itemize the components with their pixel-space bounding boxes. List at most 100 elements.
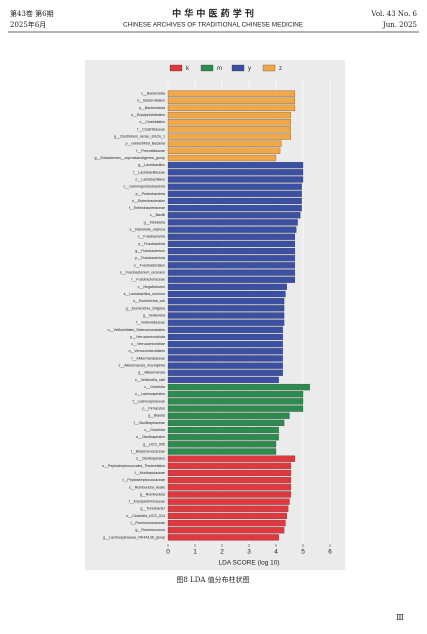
y-tick-label: p__Proteobacteria [136,192,165,196]
bar [167,111,291,119]
y-tick-label: g__Veillonella [143,313,165,317]
bar [167,140,282,147]
y-tick-label: o__Enterobacterales [132,199,165,203]
y-tick-label: f__Ruminococcaceae [130,521,165,525]
bar [167,405,304,412]
y-tick-label: f__Lachnospiraceae [133,399,165,403]
bar [167,119,291,126]
bar [167,269,296,276]
journal-en: CHINESE ARCHIVES OF TRADITIONAL CHINESE … [123,22,303,29]
volume-en: Vol. 43 No. 6 [370,10,417,18]
y-tick-label: f__Clostridiaceae [137,127,165,131]
y-tick-label: g__Clostridium_sensu_stricto_1 [114,134,165,138]
bar [167,190,302,197]
y-tick-label: g__Escherichia_Shigella [126,306,165,310]
y-tick-label: f__Oscillospiraceae [134,421,165,425]
y-tick-label: o__Erysipelotrichales [131,113,165,117]
date-en: Jun. 2025 [382,21,417,29]
bar [167,426,279,434]
y-tick-label: p__Fusobacteria [138,242,165,246]
legend-swatch [200,64,214,72]
y-tick-label: c__Verrucomicrobiae [131,342,165,346]
y-tick-label: c__Fusobacteriia [138,235,165,239]
y-tick-label: p__Fusobacteriota [135,256,165,260]
journal-cn: 中 华 中 医 药 学 刊 [172,8,254,20]
bar [167,534,279,541]
bar [167,419,285,427]
volume-cn: 第43卷 第6期 [10,9,54,18]
bar [167,391,304,398]
bar [167,276,296,283]
bar [167,434,279,441]
bar [167,348,283,355]
y-tick-label: o__Lachnospirales [135,392,165,396]
bar [167,355,283,362]
y-tick-label: o__Fusobacteriales [134,263,166,267]
y-tick-label: g__Fusobacterium [135,249,165,253]
y-tick-label: s__Peptostreptococcales_Tissierellales [102,464,165,468]
y-tick-label: g__Lactobacillus [138,163,165,167]
y-tick-label: g__Ruminococcus [135,528,165,532]
caption: 图8 LDA 值分布柱状图 [176,575,249,584]
bar [167,169,304,176]
x-tick-label: 6 [328,549,332,556]
legend-label: y [248,66,251,72]
page-number: Ⅲ [396,613,404,622]
bar [167,498,290,505]
bar [167,240,296,248]
chart: 0 1 2 3 4 5 6 k m y z c__Bacteroidia o__Bacteroidale… [94,64,332,556]
y-tick-label: c__Negativicutes [138,285,166,289]
y-tick-label: f__Veillonellaceae [136,321,165,325]
y-tick-label: c__Clostridia [144,428,165,432]
bar [167,183,302,190]
legend-swatch [231,64,245,72]
bar [167,226,297,233]
bar [167,204,302,212]
bar [167,176,304,183]
y-tick-label: s__Romboutsia_ilealis [129,485,165,489]
y-tick-label: f__Peptostreptococcaceae [122,478,165,482]
y-tick-label: s__Lactobacillus_murinus [124,292,166,296]
bar [167,262,296,269]
bar [167,477,291,484]
y-tick-label: f__Prevotellaceae [136,149,165,153]
bar [167,219,298,226]
bar [167,247,296,255]
y-tick-label: o__Verrucomicrobiales [128,349,165,353]
y-tick-label: f__Erysipelotrichaceae [129,500,165,504]
x-tick-label: 0 [166,549,170,556]
y-tick-label: o__Oscillospirales [136,435,165,439]
date-cn: 2025年6月 [10,20,46,29]
y-tick-label: o__Lactobacillales [135,177,165,181]
y-tick-label: p__Verrucomicrobiota [130,335,165,339]
bar [167,333,283,341]
bar [167,341,283,348]
y-tick-label: o__Bacteroidales [137,99,165,103]
bar [167,519,286,527]
bar [167,469,291,477]
bar [167,154,277,162]
bar [167,312,285,319]
bar [167,383,310,391]
bar [167,133,291,140]
y-tick-label: p__Bacteroidota [139,106,165,110]
y-tick-label: s__Fusobacterium_ulcerans [120,271,165,275]
y-tick-label: g__Klebsiella [144,220,165,224]
bar [167,298,285,305]
bar [167,126,291,133]
bar [167,255,296,262]
bar [167,462,291,469]
y-tick-label: s__Escherichia_coli [133,299,165,303]
bar [167,369,283,376]
y-tick-label: f__Muribaculaceae [135,471,165,475]
y-tick-label: o__Clostridia_UCG_014 [126,514,165,518]
y-tick-label: g__Lachnospiraceae_NK4A136_group [103,535,165,539]
bar [167,455,296,462]
bar [167,90,296,97]
bar [167,376,279,384]
x-axis-title: LDA SCORE (log 10) [218,560,279,567]
legend-label: m [217,66,222,72]
y-tick-label: s__Veillonella_ratti [135,378,165,382]
